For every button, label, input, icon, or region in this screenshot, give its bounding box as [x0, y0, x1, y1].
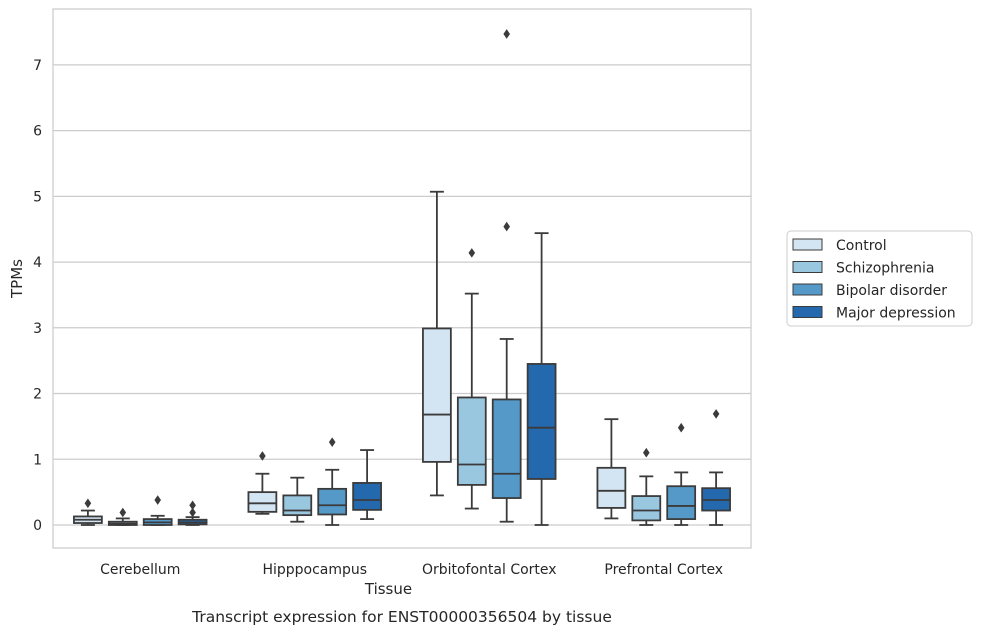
box-1-1 [73, 498, 103, 526]
box-1-4 [596, 418, 627, 520]
outlier-point [677, 422, 685, 433]
outlier-point [328, 437, 336, 447]
box-3-4 [666, 422, 697, 526]
box-4-2 [352, 449, 382, 520]
outlier-point [154, 495, 161, 505]
outlier-point [503, 29, 510, 39]
box-iqr [317, 487, 348, 516]
y-tick-label: 0 [33, 518, 42, 534]
outlier-point [189, 507, 196, 518]
box-1-3 [422, 190, 452, 497]
chart-caption: Transcript expression for ENST0000035650… [191, 608, 612, 626]
legend-swatch [792, 306, 823, 318]
x-axis: Cerebellum Hipppocampus Orbitofontal Corte… [100, 562, 723, 578]
y-tick-label: 4 [33, 255, 42, 271]
outlier-point [643, 447, 650, 458]
box-iqr [491, 398, 522, 499]
box-4-1 [177, 500, 208, 526]
legend-swatch [792, 283, 823, 296]
box-4-4 [701, 409, 731, 526]
box-iqr [666, 485, 697, 520]
box-series [73, 29, 731, 526]
box-3-2 [317, 437, 348, 526]
x-tick-label: Orbitofontal Cortex [422, 562, 557, 578]
outlier-point [84, 498, 92, 509]
legend-frame [786, 230, 973, 327]
legend-label: Bipolar disorder [836, 283, 947, 299]
box-iqr [596, 466, 627, 509]
y-tick-label: 1 [33, 452, 42, 468]
box-iqr [456, 396, 487, 486]
legend-label: Control [836, 238, 887, 254]
y-axis-label: TPMs [8, 259, 26, 299]
outlier-point [259, 451, 266, 461]
box-iqr [352, 482, 382, 511]
x-tick-label: Prefrontal Cortex [604, 562, 723, 578]
y-tick-label: 3 [33, 321, 42, 337]
y-tick-label: 7 [33, 58, 42, 74]
box-2-4 [631, 447, 662, 526]
box-4-3 [526, 232, 557, 526]
outlier-point [503, 221, 510, 232]
legend-swatch [792, 238, 823, 251]
plot-frame [52, 8, 752, 549]
legend: Control Schizophrenia Bipolar disorder Majo… [786, 230, 973, 327]
legend-label: Major depression [836, 306, 956, 322]
x-axis-label: Tissue [364, 580, 412, 598]
x-tick-label: Hipppocampus [262, 562, 367, 578]
box-3-3 [491, 29, 522, 523]
outlier-point [119, 507, 127, 518]
box-iqr [282, 494, 313, 517]
outlier-point [468, 248, 476, 258]
legend-label: Schizophrenia [836, 261, 934, 277]
outlier-point [189, 500, 196, 511]
y-tick-label: 5 [33, 189, 42, 205]
box-2-3 [456, 248, 487, 510]
box-3-1 [142, 495, 173, 526]
box-2-1 [107, 507, 138, 526]
box-iqr [247, 491, 278, 513]
y-tick-label: 2 [33, 387, 42, 403]
x-tick-label: Cerebellum [100, 562, 180, 578]
box-iqr [526, 363, 557, 480]
legend-swatch [792, 261, 823, 273]
outlier-point [712, 409, 720, 419]
y-tick-label: 6 [33, 124, 42, 140]
box-iqr [631, 495, 662, 522]
y-axis: 0 1 2 3 4 5 6 7 [33, 58, 42, 534]
box-iqr [422, 327, 452, 463]
box-2-2 [282, 476, 313, 523]
box-1-2 [247, 451, 278, 515]
